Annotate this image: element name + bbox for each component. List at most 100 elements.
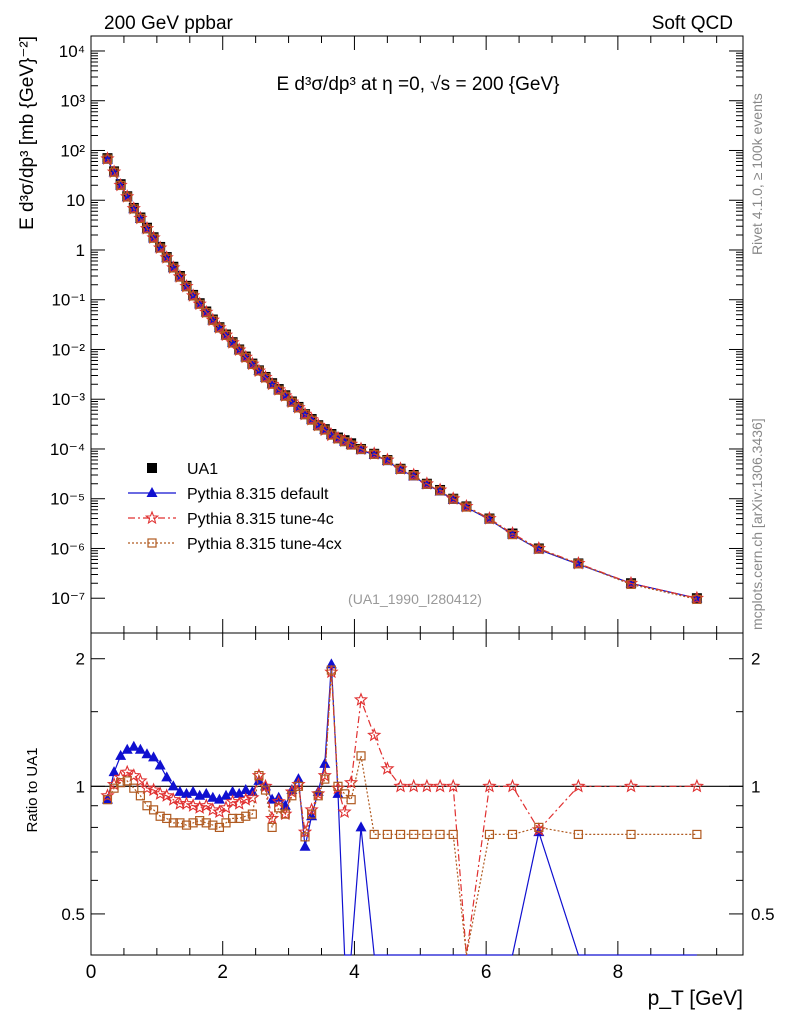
ratio-point bbox=[133, 773, 148, 787]
main-point bbox=[181, 282, 192, 292]
ratio-point bbox=[100, 788, 115, 802]
ratio-point bbox=[380, 761, 395, 775]
legend-label: UA1 bbox=[187, 461, 218, 478]
main-point bbox=[461, 502, 471, 512]
ratio-point bbox=[534, 822, 544, 833]
xtick-label: 0 bbox=[86, 962, 97, 983]
ratio-point bbox=[280, 809, 290, 819]
legend-label: Pythia 8.315 default bbox=[187, 486, 329, 503]
ratio-point bbox=[128, 740, 140, 751]
main-point bbox=[188, 291, 198, 301]
header-left: 200 GeV ppbar bbox=[104, 13, 234, 34]
ratio-point bbox=[174, 785, 186, 796]
legend: UA1 Pythia 8.315 default Pythia 8.315 tune… bbox=[128, 461, 342, 553]
ratio-point bbox=[234, 813, 244, 824]
ratio-series-1 bbox=[100, 664, 705, 956]
main-point bbox=[395, 464, 406, 474]
ratio-point bbox=[432, 778, 448, 793]
ratio-point bbox=[254, 770, 264, 781]
ratio-point bbox=[422, 829, 432, 840]
ratio-point bbox=[220, 789, 232, 800]
main-point bbox=[435, 486, 445, 496]
ratio-point bbox=[185, 798, 201, 812]
ratio-point bbox=[320, 774, 330, 784]
main-point bbox=[484, 514, 495, 524]
ratio-point bbox=[448, 829, 458, 840]
main-point bbox=[175, 272, 185, 282]
ratio-point bbox=[573, 829, 583, 840]
ratio-point bbox=[333, 781, 343, 791]
ratio-point bbox=[274, 803, 284, 813]
main-point bbox=[214, 323, 225, 333]
ratio-point bbox=[245, 790, 260, 804]
main-ytick-label: 10⁻⁵ bbox=[50, 490, 85, 509]
main-point bbox=[234, 345, 244, 355]
ratio-point bbox=[109, 783, 119, 793]
main-point bbox=[333, 434, 343, 444]
ratio-point bbox=[213, 793, 225, 804]
ratio-point bbox=[293, 781, 304, 791]
main-ytick-label: 10⁻¹ bbox=[51, 291, 85, 310]
main-point bbox=[162, 253, 172, 263]
main-point bbox=[135, 213, 145, 224]
ratio-point bbox=[113, 769, 128, 784]
ratio-point bbox=[195, 816, 205, 826]
ratio-point bbox=[207, 791, 219, 802]
ratio-ytick-label-right: 1 bbox=[751, 777, 760, 796]
ratio-point bbox=[135, 791, 145, 801]
ratio-ytick-label: 1 bbox=[76, 777, 85, 796]
ratio-point bbox=[626, 829, 636, 840]
ratio-point bbox=[369, 829, 379, 840]
main-ylabel: E d³σ/dp³ [mb {GeV}⁻²] bbox=[17, 36, 38, 230]
main-point bbox=[280, 391, 290, 401]
ratio-point bbox=[108, 766, 120, 777]
ratio-point bbox=[201, 818, 211, 828]
ratio-point bbox=[435, 829, 445, 840]
ratio-point bbox=[571, 778, 586, 793]
ratio-point bbox=[355, 821, 367, 832]
ratio-point bbox=[179, 796, 194, 810]
main-point bbox=[356, 444, 366, 455]
ratio-point bbox=[446, 778, 461, 793]
ratio-point bbox=[419, 778, 435, 793]
ratio-point bbox=[304, 802, 319, 816]
ratio-point bbox=[126, 768, 141, 782]
ratio-point bbox=[227, 813, 238, 824]
main-point bbox=[293, 403, 304, 413]
ratio-ytick-label-right: 2 bbox=[751, 650, 760, 669]
axis-ticks: 10⁴10³10²10110⁻¹10⁻²10⁻³10⁻⁴10⁻⁵10⁻⁶10⁻⁷… bbox=[50, 35, 775, 983]
legend-marker bbox=[147, 538, 157, 548]
ratio-point bbox=[241, 811, 251, 821]
ratio-point bbox=[181, 820, 192, 830]
main-line-2 bbox=[106, 158, 698, 599]
main-point bbox=[241, 352, 251, 363]
ratio-point bbox=[312, 785, 324, 796]
xtick-label: 2 bbox=[217, 962, 228, 983]
main-point bbox=[148, 233, 159, 243]
ratio-point bbox=[200, 787, 212, 798]
main-point bbox=[339, 437, 350, 447]
main-series-group bbox=[100, 151, 705, 605]
ratio-point bbox=[161, 771, 173, 782]
ratio-point bbox=[208, 820, 218, 830]
main-point bbox=[201, 308, 211, 318]
ratio-point bbox=[623, 778, 639, 793]
main-ytick-label: 10³ bbox=[60, 92, 85, 111]
ratio-point bbox=[382, 829, 392, 840]
main-ytick-label: 10⁻² bbox=[51, 340, 85, 359]
main-point bbox=[227, 338, 238, 348]
ratio-point bbox=[134, 743, 146, 754]
xtick-label: 8 bbox=[613, 962, 624, 983]
main-point bbox=[109, 167, 119, 177]
ratio-point bbox=[212, 804, 227, 819]
ratio-point bbox=[102, 795, 113, 805]
main-point bbox=[573, 559, 583, 569]
legend-entry: Pythia 8.315 default bbox=[128, 486, 329, 503]
legend-entry: Pythia 8.315 tune-4cx bbox=[128, 536, 342, 553]
ratio-point bbox=[393, 778, 408, 793]
ratio-point bbox=[238, 792, 253, 806]
header-right: Soft QCD bbox=[652, 13, 733, 34]
ratio-point bbox=[115, 749, 127, 760]
ratio-point bbox=[233, 787, 245, 798]
